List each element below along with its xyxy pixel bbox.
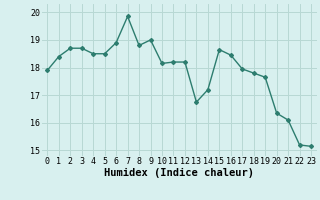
X-axis label: Humidex (Indice chaleur): Humidex (Indice chaleur) (104, 168, 254, 178)
